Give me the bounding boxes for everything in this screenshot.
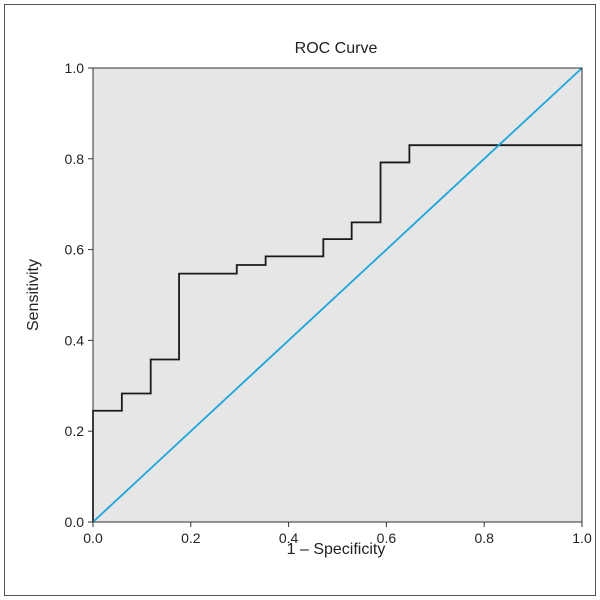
y-tick-label: 0.4 <box>65 332 85 348</box>
x-tick-label: 0.8 <box>474 530 494 546</box>
x-axis-label: 1 – Specificity <box>287 541 386 558</box>
roc-curve-line <box>92 144 582 522</box>
plot-border <box>92 67 583 523</box>
x-tick-label: 0.4 <box>279 530 299 546</box>
x-tick-label: 0.0 <box>83 530 103 546</box>
y-tick-label: 0.6 <box>65 242 85 258</box>
x-tick-label: 1.0 <box>572 530 592 546</box>
y-tick-label: 0.8 <box>65 151 85 167</box>
reference-diagonal-line <box>92 67 583 523</box>
x-tick-label: 0.2 <box>181 530 201 546</box>
y-tick-label: 0.2 <box>65 423 85 439</box>
y-tick-label: 1.0 <box>65 60 85 76</box>
x-tick-label: 0.6 <box>377 530 397 546</box>
chart-title: ROC Curve <box>295 40 378 57</box>
y-tick-label: 0.0 <box>65 514 85 530</box>
y-axis-label: Sensitivity <box>25 259 42 331</box>
